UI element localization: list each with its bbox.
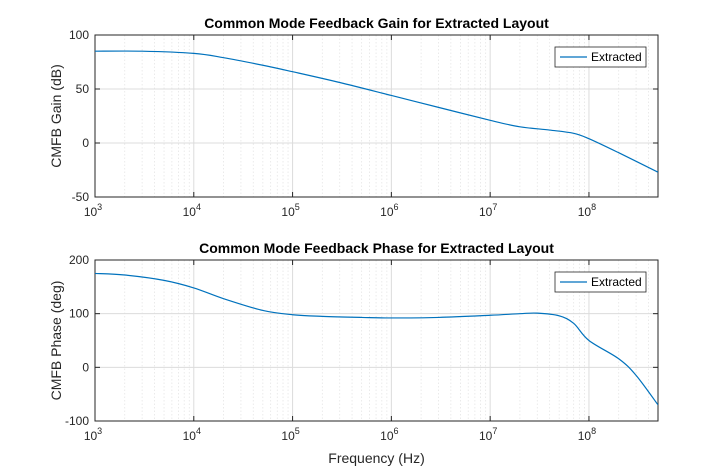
series-line-extracted <box>95 50 658 173</box>
x-tick-label-exponent: 8 <box>591 426 596 436</box>
x-tick-label: 103 <box>84 202 102 219</box>
legend-box <box>554 46 647 68</box>
tick-marks <box>94 259 658 422</box>
legend-box <box>554 271 647 293</box>
x-tick-label: 107 <box>479 426 497 443</box>
legend-label: Extracted <box>591 275 642 289</box>
axes-box <box>94 34 659 198</box>
x-tick-label: 105 <box>281 426 299 443</box>
x-tick-label: 104 <box>183 426 201 443</box>
y-tick-label: 100 <box>69 28 89 42</box>
y-axis-label: CMFB Gain (dB) <box>48 64 64 167</box>
x-tick-label-base: 10 <box>183 429 197 443</box>
x-tick-label: 106 <box>380 426 398 443</box>
axes-box <box>94 259 659 422</box>
y-tick-label: 0 <box>82 360 89 374</box>
x-tick-label-base: 10 <box>479 429 493 443</box>
x-tick-label-base: 10 <box>479 205 493 219</box>
x-tick-label-exponent: 3 <box>97 202 102 212</box>
chart-title: Common Mode Feedback Gain for Extracted … <box>204 15 549 31</box>
x-tick-label-exponent: 3 <box>97 426 102 436</box>
x-axis-label: Frequency (Hz) <box>328 450 424 466</box>
x-tick-label: 106 <box>380 202 398 219</box>
x-tick-label-exponent: 5 <box>295 202 300 212</box>
x-tick-label-exponent: 6 <box>394 426 399 436</box>
tick-marks <box>94 34 658 198</box>
y-tick-label: -50 <box>72 190 90 204</box>
x-tick-label: 108 <box>578 426 596 443</box>
x-tick-label-exponent: 8 <box>591 202 596 212</box>
y-axis-label: CMFB Phase (deg) <box>48 281 64 401</box>
series-line-extracted <box>95 272 658 406</box>
x-tick-label: 108 <box>578 202 596 219</box>
x-tick-label: 104 <box>183 202 201 219</box>
x-tick-label-exponent: 7 <box>492 426 497 436</box>
x-tick-label-base: 10 <box>183 205 197 219</box>
x-tick-label-exponent: 5 <box>295 426 300 436</box>
x-tick-label: 105 <box>281 202 299 219</box>
x-tick-label-base: 10 <box>281 429 295 443</box>
x-tick-label-base: 10 <box>84 429 98 443</box>
x-tick-label-exponent: 4 <box>196 202 201 212</box>
x-tick-label-base: 10 <box>281 205 295 219</box>
legend: Extracted <box>554 46 647 68</box>
x-tick-label-base: 10 <box>578 205 592 219</box>
y-tick-label: 200 <box>69 253 89 267</box>
y-tick-label: 100 <box>69 307 89 321</box>
x-tick-label: 103 <box>84 426 102 443</box>
legend-label: Extracted <box>591 50 642 64</box>
chart-title: Common Mode Feedback Phase for Extracted… <box>199 240 554 256</box>
grid <box>94 259 659 422</box>
y-tick-label: 50 <box>76 82 90 96</box>
x-tick-label: 107 <box>479 202 497 219</box>
y-tick-label: -100 <box>65 414 89 428</box>
x-tick-label-base: 10 <box>380 429 394 443</box>
x-tick-label-exponent: 7 <box>492 202 497 212</box>
legend: Extracted <box>554 271 647 293</box>
x-tick-label-base: 10 <box>578 429 592 443</box>
x-tick-label-base: 10 <box>84 205 98 219</box>
y-tick-label: 0 <box>82 136 89 150</box>
x-tick-label-exponent: 6 <box>394 202 399 212</box>
x-tick-label-exponent: 4 <box>196 426 201 436</box>
x-tick-label-base: 10 <box>380 205 394 219</box>
